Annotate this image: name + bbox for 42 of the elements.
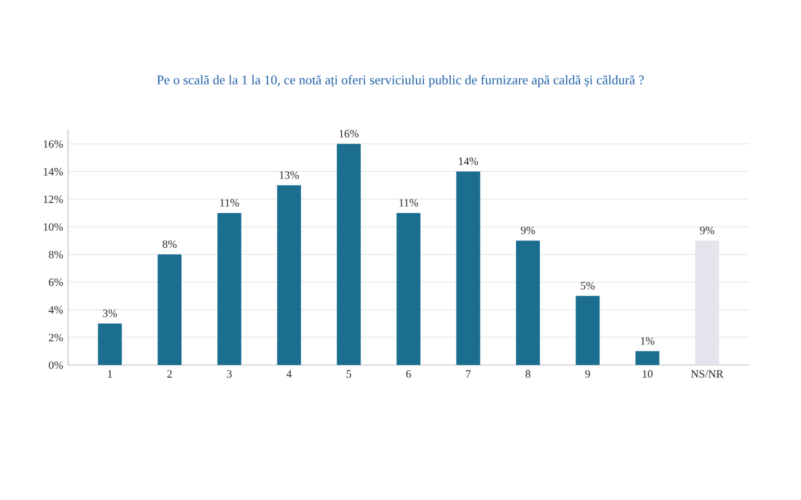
bar	[456, 171, 480, 365]
x-tick-label: 5	[346, 370, 352, 378]
y-tick-label: 0%	[48, 361, 63, 369]
x-tick-label: 7	[466, 370, 471, 378]
y-tick-label: 14%	[44, 168, 63, 176]
bar	[98, 324, 122, 365]
x-tick-label: NS/NR	[691, 370, 724, 378]
bar	[576, 296, 600, 365]
bar	[277, 185, 302, 365]
data-label: 11%	[400, 199, 418, 207]
y-tick-label: 6%	[48, 278, 63, 286]
x-tick-label: 10	[642, 370, 653, 378]
y-tick-label: 4%	[48, 306, 63, 314]
x-tick-label: 8	[526, 370, 530, 378]
x-tick-label: 9	[585, 370, 590, 378]
data-label: 8%	[162, 240, 177, 248]
data-label: 9%	[700, 226, 714, 234]
data-label: 13%	[280, 171, 299, 179]
data-label: 16%	[340, 130, 359, 138]
y-tick-label: 12%	[44, 196, 63, 204]
bar	[396, 212, 420, 365]
y-tick-label: 8%	[48, 250, 63, 258]
data-label: 9%	[520, 226, 535, 234]
bar	[158, 254, 182, 365]
bar	[516, 240, 540, 365]
x-tick-label: 3	[227, 370, 232, 378]
x-tick-label: 2	[167, 370, 172, 378]
bar	[336, 144, 361, 365]
data-label: 14%	[459, 158, 478, 166]
bar	[217, 212, 242, 365]
y-tick-label: 10%	[44, 223, 63, 231]
bar	[635, 351, 660, 365]
data-label: 3%	[103, 310, 117, 318]
y-tick-label: 16%	[44, 140, 63, 148]
data-label: 1%	[640, 337, 654, 345]
x-tick-label: 6	[406, 370, 411, 378]
x-tick-label: 1	[108, 370, 112, 378]
x-tick-label: 4	[286, 370, 292, 378]
y-tick-label: 2%	[48, 334, 63, 342]
data-label: 11%	[220, 199, 239, 207]
chart-title: Pe o scală de la 1 la 10, ce notă ați oferi serviciului public de furnizare apă caldă și căldură ?	[157, 75, 644, 88]
data-label: 5%	[580, 282, 595, 290]
